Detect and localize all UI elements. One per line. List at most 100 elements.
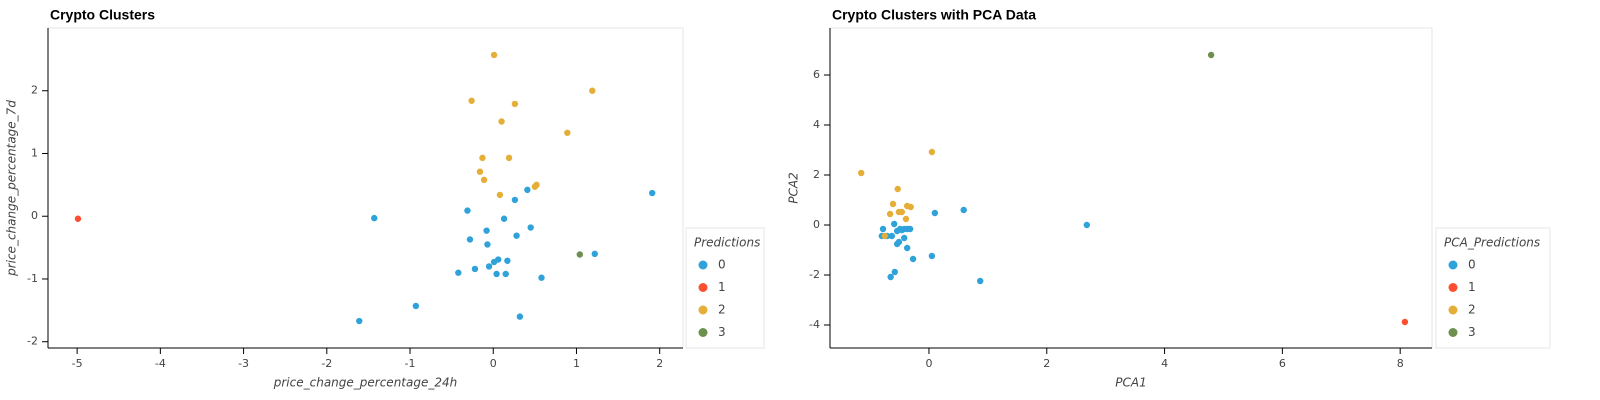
x-axis-label: price_change_percentage_24h <box>273 376 457 390</box>
point <box>564 129 571 136</box>
point <box>490 51 498 59</box>
point <box>466 236 474 243</box>
point <box>493 270 500 278</box>
point <box>485 263 493 270</box>
y-tick-label: 2 <box>31 84 38 97</box>
y-tick-label: -4 <box>809 318 820 331</box>
point <box>931 209 939 217</box>
legend-text: 3 <box>1468 325 1476 339</box>
legend-text: 0 <box>1468 258 1476 272</box>
point <box>895 208 903 216</box>
point <box>977 277 984 285</box>
point <box>901 234 908 242</box>
x-tick-label: -4 <box>155 357 166 370</box>
point <box>903 225 911 233</box>
point <box>480 176 488 184</box>
point <box>589 87 596 94</box>
chart-title: Crypto Clusters with PCA Data <box>832 7 1036 23</box>
point <box>902 215 910 223</box>
x-tick-label: 1 <box>573 357 580 370</box>
point <box>504 257 511 264</box>
point <box>479 154 486 162</box>
point <box>907 203 914 211</box>
x-tick-label: 0 <box>490 357 497 370</box>
point <box>356 317 363 325</box>
point <box>511 196 519 204</box>
point <box>893 240 901 248</box>
plot-frame <box>829 27 1433 349</box>
x-tick-label: 8 <box>1397 357 1404 370</box>
point <box>887 273 894 281</box>
point <box>464 207 471 214</box>
x-tick-label: -3 <box>238 357 249 370</box>
point <box>889 200 897 208</box>
legend-title: PCA_Predictions <box>1444 236 1540 250</box>
point <box>511 100 519 108</box>
y-tick-label: 0 <box>31 209 38 222</box>
point <box>886 210 894 218</box>
point <box>516 313 524 320</box>
point <box>928 252 936 260</box>
y-tick-label: -2 <box>27 335 38 348</box>
point <box>896 225 904 233</box>
y-tick-label: -2 <box>809 268 820 281</box>
x-tick-label: 0 <box>925 357 932 370</box>
x-tick-label: -5 <box>72 357 83 370</box>
y-tick-label: 1 <box>31 146 38 159</box>
legend-marker <box>1448 328 1458 337</box>
point <box>484 241 491 248</box>
point <box>1401 318 1409 326</box>
point <box>903 244 911 252</box>
x-axis-label: PCA1 <box>1115 376 1146 390</box>
chart: Crypto Clusters -5 -4 -3 -2 -1 0 1 2 -2 -1 0 1 2 price… <box>5 7 765 390</box>
x-tick-label: 6 <box>1279 357 1286 370</box>
point <box>476 168 484 175</box>
point <box>888 232 896 240</box>
x-tick-label: 2 <box>1043 357 1050 370</box>
point <box>576 251 584 258</box>
point <box>498 118 505 125</box>
point <box>894 185 901 193</box>
legend-marker <box>1448 305 1458 315</box>
y-tick-label: 4 <box>813 118 820 131</box>
legend-marker <box>698 260 708 270</box>
x-tick-label: -1 <box>405 357 416 370</box>
y-axis-label: PCA2 <box>787 172 801 203</box>
point <box>483 227 490 234</box>
point <box>412 302 420 310</box>
legend-text: 1 <box>718 280 726 294</box>
chart-title: Crypto Clusters <box>50 7 155 23</box>
point <box>502 270 509 278</box>
point <box>1083 221 1091 229</box>
x-tick-label: -2 <box>321 357 332 370</box>
point <box>500 215 508 222</box>
legend-text: 1 <box>1468 280 1476 294</box>
plot-frame <box>47 27 684 349</box>
point <box>891 220 898 228</box>
point <box>513 232 520 239</box>
legend-marker <box>698 328 708 337</box>
point <box>591 250 598 258</box>
point <box>527 224 534 231</box>
legend-text: 3 <box>718 325 726 339</box>
point <box>1207 51 1215 59</box>
legend-marker <box>698 283 708 292</box>
point <box>649 189 656 197</box>
point <box>891 268 898 276</box>
x-tick-label: 4 <box>1161 357 1168 370</box>
legend-title: Predictions <box>694 236 760 250</box>
point <box>538 274 545 281</box>
legend-text: 2 <box>718 303 726 317</box>
y-axis-label: price_change_percentage_7d <box>5 100 19 277</box>
legend-marker <box>1448 260 1458 270</box>
point <box>960 206 967 214</box>
x-tick-label: 2 <box>656 357 663 370</box>
chart: Crypto Clusters with PCA Data 0 2 4 6 8 -4 -2 0 2… <box>787 7 1551 390</box>
y-tick-label: 0 <box>813 218 820 231</box>
legend: PCA_Predictions 0 1 2 3 <box>1435 227 1551 349</box>
y-tick-label: 2 <box>813 168 820 181</box>
legend: Predictions 0 1 2 3 <box>685 227 765 349</box>
y-tick-label: -1 <box>27 272 38 285</box>
legend-marker <box>1448 283 1458 292</box>
